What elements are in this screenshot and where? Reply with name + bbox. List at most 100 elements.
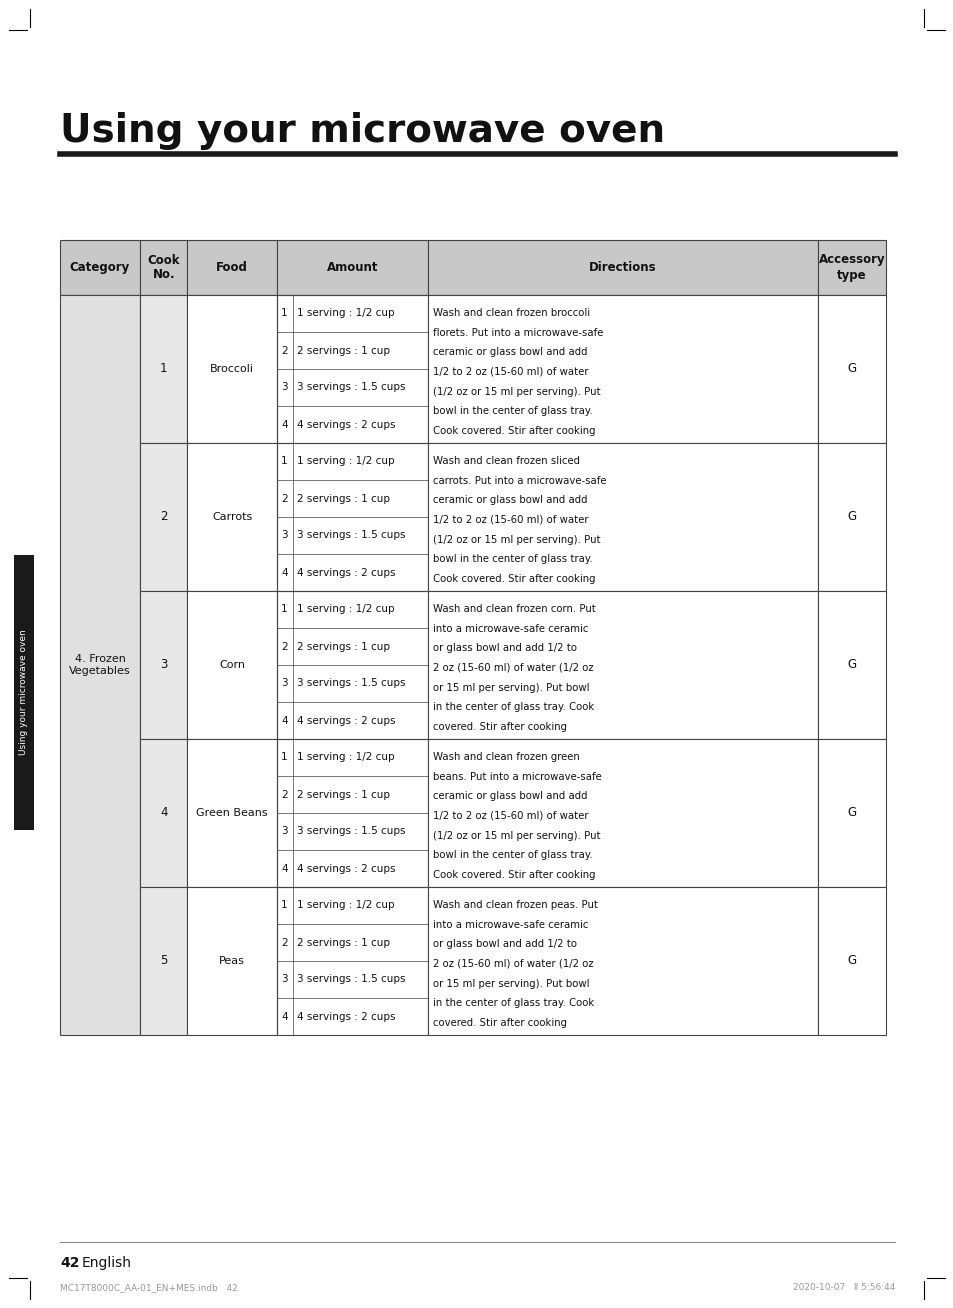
Text: 2 oz (15-60 ml) of water (1/2 oz: 2 oz (15-60 ml) of water (1/2 oz (433, 959, 593, 969)
Bar (817, 739, 885, 887)
Text: Wash and clean frozen sliced: Wash and clean frozen sliced (433, 456, 579, 466)
Text: (1/2 oz or 15 ml per serving). Put: (1/2 oz or 15 ml per serving). Put (433, 535, 600, 544)
Bar (14, 555, 34, 831)
Bar (428, 443, 817, 591)
Text: Carrots: Carrots (212, 511, 252, 522)
Bar (187, 239, 276, 296)
Text: English: English (82, 1256, 132, 1270)
Text: in the center of glass tray. Cook: in the center of glass tray. Cook (433, 998, 594, 1008)
Text: 2 servings : 1 cup: 2 servings : 1 cup (296, 790, 389, 799)
Text: 2: 2 (160, 510, 168, 523)
Text: bowl in the center of glass tray.: bowl in the center of glass tray. (433, 850, 592, 861)
Text: or glass bowl and add 1/2 to: or glass bowl and add 1/2 to (433, 644, 577, 653)
Text: ceramic or glass bowl and add: ceramic or glass bowl and add (433, 791, 587, 802)
Text: bowl in the center of glass tray.: bowl in the center of glass tray. (433, 555, 592, 565)
Text: Cook
No.: Cook No. (148, 254, 180, 281)
Text: 2 servings : 1 cup: 2 servings : 1 cup (296, 493, 389, 504)
Text: 2 servings : 1 cup: 2 servings : 1 cup (296, 938, 389, 947)
Text: Cook covered. Stir after cooking: Cook covered. Stir after cooking (433, 426, 595, 436)
Bar (428, 739, 817, 887)
Bar (60, 239, 140, 296)
Text: Wash and clean frozen green: Wash and clean frozen green (433, 752, 579, 761)
Text: 1: 1 (281, 456, 288, 467)
Text: Peas: Peas (219, 956, 245, 967)
Text: 4 servings : 2 cups: 4 servings : 2 cups (296, 863, 395, 874)
Text: 1 serving : 1/2 cup: 1 serving : 1/2 cup (296, 309, 394, 319)
Text: 2: 2 (281, 641, 288, 651)
Text: Wash and clean frozen broccoli: Wash and clean frozen broccoli (433, 307, 590, 318)
Text: 42: 42 (60, 1256, 79, 1270)
Bar (428, 239, 817, 296)
Text: Using your microwave oven: Using your microwave oven (60, 112, 664, 150)
Text: in the center of glass tray. Cook: in the center of glass tray. Cook (433, 702, 594, 713)
Bar (140, 443, 187, 591)
Text: into a microwave-safe ceramic: into a microwave-safe ceramic (433, 624, 588, 633)
Text: 3 servings : 1.5 cups: 3 servings : 1.5 cups (296, 974, 405, 985)
Text: 1 serving : 1/2 cup: 1 serving : 1/2 cup (296, 752, 394, 763)
Text: 5: 5 (160, 955, 167, 968)
Text: 1/2 to 2 oz (15-60 ml) of water: 1/2 to 2 oz (15-60 ml) of water (433, 368, 588, 377)
Text: Accessory
type: Accessory type (818, 254, 884, 281)
Text: 1 serving : 1/2 cup: 1 serving : 1/2 cup (296, 456, 394, 467)
Text: 2020-10-07   Ⅱ 5:56:44: 2020-10-07 Ⅱ 5:56:44 (792, 1283, 894, 1292)
Text: 4: 4 (160, 807, 168, 820)
Text: 3 servings : 1.5 cups: 3 servings : 1.5 cups (296, 679, 405, 688)
Bar (187, 887, 276, 1035)
Bar (817, 239, 885, 296)
Bar (187, 591, 276, 739)
Text: 3: 3 (281, 974, 288, 985)
Bar (140, 591, 187, 739)
Text: into a microwave-safe ceramic: into a microwave-safe ceramic (433, 920, 588, 930)
Text: 4: 4 (281, 568, 288, 578)
Text: 3: 3 (281, 382, 288, 392)
Bar (817, 296, 885, 443)
Bar (60, 296, 140, 1035)
Text: covered. Stir after cooking: covered. Stir after cooking (433, 1018, 567, 1028)
Text: carrots. Put into a microwave-safe: carrots. Put into a microwave-safe (433, 476, 606, 485)
Text: 1 serving : 1/2 cup: 1 serving : 1/2 cup (296, 900, 394, 910)
Text: Green Beans: Green Beans (196, 808, 268, 818)
Text: 3: 3 (281, 827, 288, 837)
Text: G: G (846, 510, 856, 523)
Text: Broccoli: Broccoli (210, 364, 253, 374)
Text: 2 servings : 1 cup: 2 servings : 1 cup (296, 345, 389, 356)
Bar (276, 739, 428, 887)
Text: Category: Category (70, 262, 130, 273)
Text: Cook covered. Stir after cooking: Cook covered. Stir after cooking (433, 870, 595, 880)
Text: 2: 2 (281, 790, 288, 799)
Text: or 15 ml per serving). Put bowl: or 15 ml per serving). Put bowl (433, 978, 589, 989)
Text: 2: 2 (281, 345, 288, 356)
Text: (1/2 oz or 15 ml per serving). Put: (1/2 oz or 15 ml per serving). Put (433, 387, 600, 396)
Text: MC17T8000C_AA-01_EN+MES.indb   42: MC17T8000C_AA-01_EN+MES.indb 42 (60, 1283, 237, 1292)
Bar (276, 239, 428, 296)
Bar (187, 739, 276, 887)
Text: 1: 1 (281, 900, 288, 910)
Text: G: G (846, 807, 856, 820)
Text: Wash and clean frozen peas. Put: Wash and clean frozen peas. Put (433, 900, 598, 910)
Text: 1/2 to 2 oz (15-60 ml) of water: 1/2 to 2 oz (15-60 ml) of water (433, 811, 588, 821)
Text: 1: 1 (281, 604, 288, 615)
Text: 4: 4 (281, 420, 288, 429)
Bar (140, 887, 187, 1035)
Text: 4 servings : 2 cups: 4 servings : 2 cups (296, 420, 395, 429)
Text: or 15 ml per serving). Put bowl: or 15 ml per serving). Put bowl (433, 683, 589, 693)
Text: 3 servings : 1.5 cups: 3 servings : 1.5 cups (296, 827, 405, 837)
Bar (140, 739, 187, 887)
Text: 4: 4 (281, 863, 288, 874)
Text: 4 servings : 2 cups: 4 servings : 2 cups (296, 568, 395, 578)
Text: 1: 1 (281, 309, 288, 319)
Bar (140, 239, 187, 296)
Text: Directions: Directions (589, 262, 657, 273)
Text: Corn: Corn (219, 661, 245, 670)
Text: covered. Stir after cooking: covered. Stir after cooking (433, 722, 567, 732)
Text: 2 oz (15-60 ml) of water (1/2 oz: 2 oz (15-60 ml) of water (1/2 oz (433, 663, 593, 674)
Text: G: G (846, 658, 856, 671)
Text: bowl in the center of glass tray.: bowl in the center of glass tray. (433, 407, 592, 416)
Text: 4 servings : 2 cups: 4 servings : 2 cups (296, 1011, 395, 1022)
Text: 2: 2 (281, 938, 288, 947)
Text: 3: 3 (281, 531, 288, 540)
Text: 3 servings : 1.5 cups: 3 servings : 1.5 cups (296, 531, 405, 540)
Text: 1: 1 (281, 752, 288, 763)
Bar (428, 296, 817, 443)
Bar (817, 591, 885, 739)
